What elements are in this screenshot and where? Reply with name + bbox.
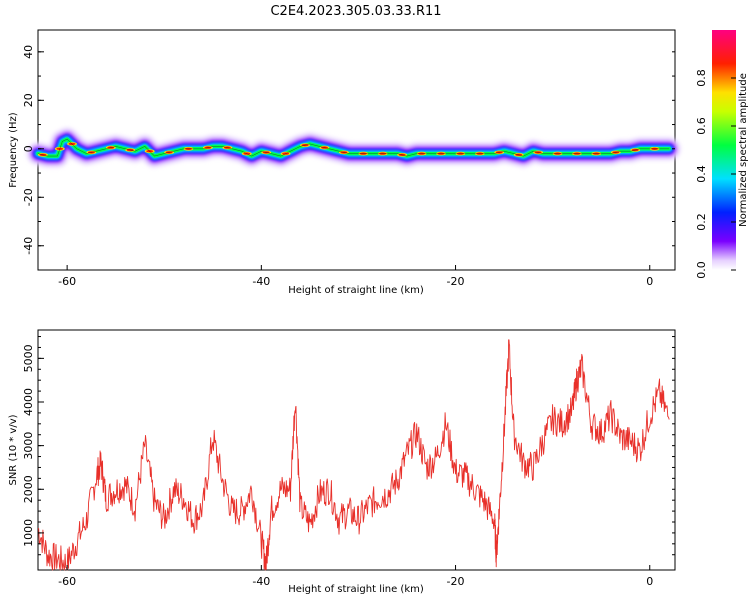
y-tick-label: 3000 bbox=[22, 432, 35, 460]
spectrogram-ridge bbox=[27, 128, 681, 168]
spectrogram-x-label: Height of straight line (km) bbox=[288, 285, 424, 296]
y-tick-label: 5000 bbox=[22, 344, 35, 372]
x-tick-label: 0 bbox=[646, 575, 653, 588]
y-tick-label: -20 bbox=[22, 188, 35, 206]
colorbar-label: Normalized spectral amplitude bbox=[738, 73, 749, 227]
snr-y-label: SNR (10 * v/v) bbox=[8, 414, 19, 485]
snr-series bbox=[37, 339, 670, 571]
x-tick-label: -60 bbox=[58, 275, 76, 288]
y-tick-label: 40 bbox=[22, 45, 35, 59]
colorbar-tick-label: 0.6 bbox=[695, 117, 708, 135]
colorbar-tick-label: 0.8 bbox=[695, 69, 708, 87]
snr-frame bbox=[37, 329, 676, 571]
y-tick-label: 4000 bbox=[22, 388, 35, 416]
x-tick-label: -20 bbox=[447, 275, 465, 288]
ridge-centerline bbox=[37, 138, 670, 157]
x-tick-label: 0 bbox=[646, 275, 653, 288]
spectrogram-ticks: -60 -40 -20 0 -40 -20 0 20 40 bbox=[22, 45, 675, 288]
snr-line bbox=[37, 339, 670, 571]
y-tick-label: 0 bbox=[22, 145, 35, 152]
spectrogram-y-label: Frequency (Hz) bbox=[8, 112, 19, 188]
snr-x-label: Height of straight line (km) bbox=[288, 584, 424, 595]
y-tick-label: 1000 bbox=[22, 519, 35, 547]
x-tick-label: -60 bbox=[58, 575, 76, 588]
x-tick-label: -20 bbox=[447, 575, 465, 588]
colorbar-tick-label: 0.4 bbox=[695, 165, 708, 183]
colorbar-ticks: 0.0 0.2 0.4 0.6 0.8 bbox=[695, 69, 736, 279]
colorbar-gradient bbox=[712, 30, 736, 270]
x-tick-label: -40 bbox=[252, 575, 270, 588]
x-tick-label: -40 bbox=[252, 275, 270, 288]
colorbar-tick-label: 0.2 bbox=[695, 213, 708, 231]
colorbar-tick-label: 0.0 bbox=[695, 261, 708, 279]
y-tick-label: 20 bbox=[22, 93, 35, 107]
figure-title: C2E4.2023.305.03.33.R11 bbox=[270, 4, 441, 19]
spectrogram-panel: -60 -40 -20 0 -40 -20 0 20 40 Height of straight… bbox=[8, 29, 681, 296]
snr-ticks: -60 -40 -20 0 1000 2000 3000 4000 5000 bbox=[22, 336, 675, 588]
y-tick-label: 2000 bbox=[22, 475, 35, 503]
y-tick-label: -40 bbox=[22, 237, 35, 255]
colorbar: 0.0 0.2 0.4 0.6 0.8 Normalized spectral ampl… bbox=[695, 30, 749, 279]
snr-panel: -60 -40 -20 0 1000 2000 3000 4000 5000 Height of… bbox=[8, 329, 676, 595]
